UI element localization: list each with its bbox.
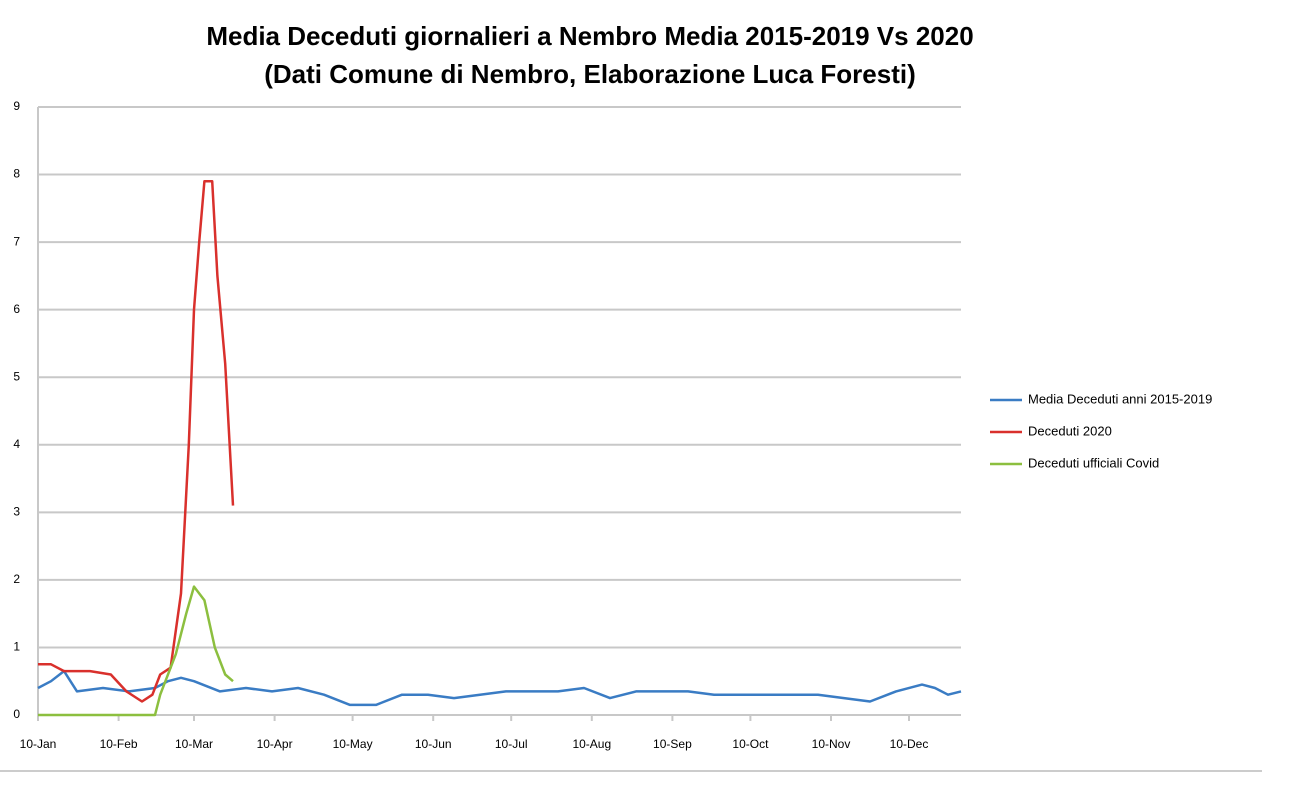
series-line — [37, 669, 962, 707]
legend-label: Media Deceduti anni 2015-2019 — [1028, 391, 1212, 406]
x-tick-label: 10-Aug — [572, 737, 611, 751]
x-tick-label: 10-Apr — [257, 737, 293, 751]
x-tick-label: 10-Sep — [653, 737, 692, 751]
x-tick-label: 10-Mar — [175, 737, 213, 751]
y-tick-label: 9 — [13, 99, 20, 113]
series-line — [38, 585, 234, 717]
y-tick-label: 4 — [13, 437, 20, 451]
y-tick-label: 6 — [13, 302, 20, 316]
y-tick-label: 0 — [13, 707, 20, 721]
x-tick-label: 10-Jan — [20, 737, 57, 751]
y-tick-label: 8 — [13, 167, 20, 181]
y-tick-label: 2 — [13, 572, 20, 586]
x-tick-label: 10-Dec — [890, 737, 929, 751]
y-tick-label: 5 — [13, 369, 20, 383]
x-tick-label: 10-Oct — [732, 737, 769, 751]
y-tick-label: 7 — [13, 234, 20, 248]
chart-subtitle: (Dati Comune di Nembro, Elaborazione Luc… — [264, 59, 916, 89]
x-tick-label: 10-Jul — [495, 737, 528, 751]
y-tick-label: 1 — [13, 640, 20, 654]
x-tick-label: 10-Feb — [100, 737, 138, 751]
legend-label: Deceduti ufficiali Covid — [1028, 455, 1159, 470]
x-tick-label: 10-Jun — [415, 737, 452, 751]
x-tick-label: 10-May — [333, 737, 373, 751]
y-tick-label: 3 — [13, 505, 20, 519]
series-line — [38, 180, 235, 703]
legend-label: Deceduti 2020 — [1028, 423, 1112, 438]
chart-title: Media Deceduti giornalieri a Nembro Medi… — [206, 21, 973, 51]
x-tick-label: 10-Nov — [812, 737, 851, 751]
